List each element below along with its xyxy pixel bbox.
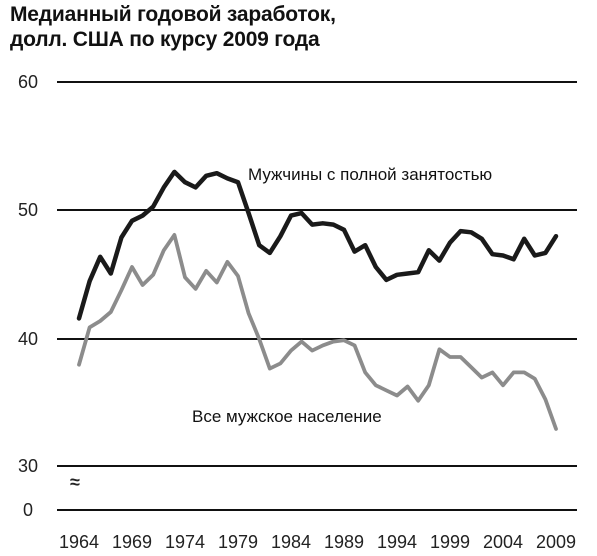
x-tick-label: 1974 [165, 532, 205, 552]
x-tick-label: 1969 [112, 532, 152, 552]
chart-title: Медианный годовой заработок, долл. США п… [10, 2, 336, 52]
x-tick-label: 1979 [218, 532, 258, 552]
y-axis-ticks: 60 50 40 30 0 [18, 72, 38, 520]
x-tick-label: 1999 [430, 532, 470, 552]
y-tick-label: 40 [18, 329, 38, 349]
y-tick-label: 30 [18, 456, 38, 476]
y-tick-label: 50 [18, 200, 38, 220]
y-tick-label: 60 [18, 72, 38, 92]
series-label: Мужчины с полной занятостью [248, 165, 492, 184]
x-tick-label: 2009 [536, 532, 576, 552]
axis-break-mark: ≈ [70, 472, 80, 492]
chart-title-line-2: долл. США по курсу 2009 года [10, 28, 320, 51]
series-lines [76, 169, 559, 431]
x-tick-label: 1989 [324, 532, 364, 552]
series-line [76, 169, 559, 321]
series-label: Все мужское население [192, 407, 382, 426]
y-tick-label: 0 [23, 500, 33, 520]
x-tick-label: 1984 [271, 532, 311, 552]
x-tick-label: 1994 [377, 532, 417, 552]
x-axis-ticks: 1964 1969 1974 1979 1984 1989 1994 1999 2004 2009 [59, 532, 576, 552]
series-annotations: Мужчины с полной занятостью Все мужское н… [192, 165, 492, 426]
chart-title-line-1: Медианный годовой заработок, [10, 3, 336, 26]
gridlines [57, 81, 577, 511]
x-tick-label: 2004 [483, 532, 523, 552]
series-line [77, 232, 558, 431]
x-tick-label: 1964 [59, 532, 99, 552]
